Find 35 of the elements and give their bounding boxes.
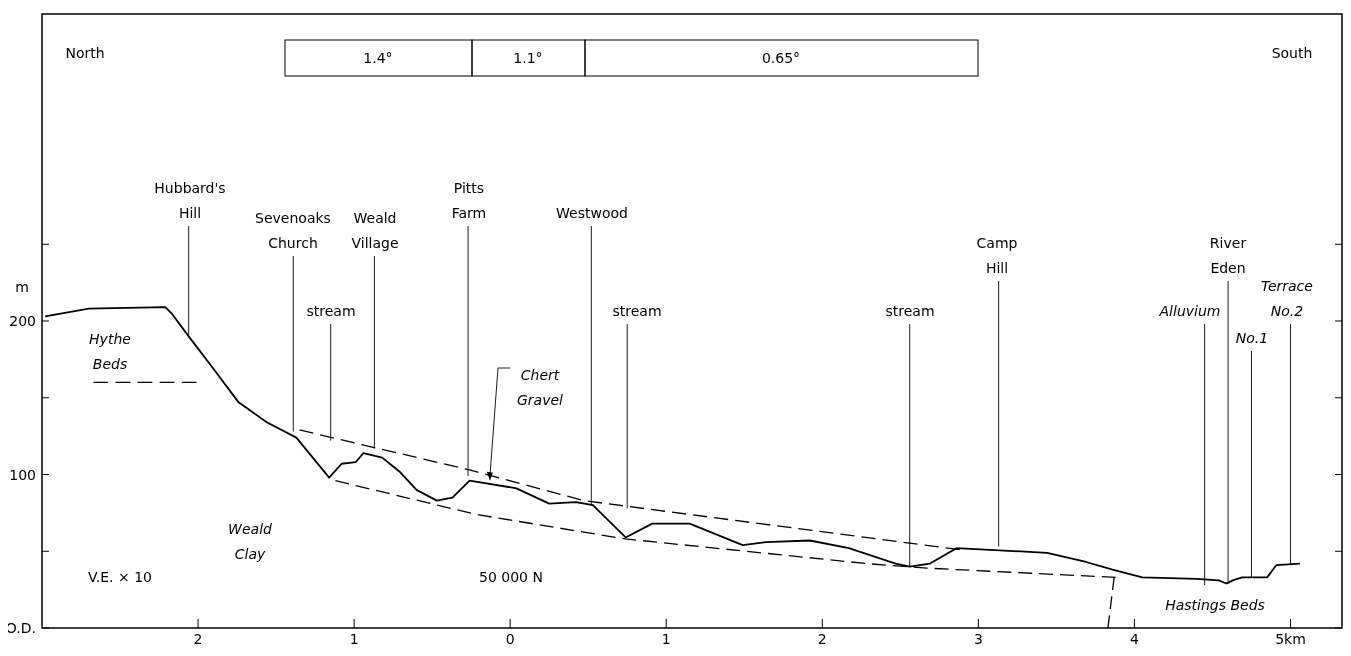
annotation: River Eden <box>1209 235 1247 276</box>
annotation: Camp Hill <box>976 235 1018 276</box>
annotation: No.1 <box>1235 330 1269 346</box>
annotation: stream <box>306 303 356 319</box>
annotation: Weald Village <box>351 210 399 251</box>
y-axis-title: m <box>15 279 29 295</box>
x-tick-label: 0 <box>505 631 515 647</box>
x-tick-label: 5km <box>1275 631 1306 647</box>
x-tick-label: 1 <box>349 631 359 647</box>
annotation: Hythe Beds <box>89 331 131 372</box>
y-tick-label: 200 <box>9 313 36 329</box>
x-tick-label: 4 <box>1129 631 1139 647</box>
x-tick-label: 2 <box>193 631 203 647</box>
annotation: stream <box>885 303 935 319</box>
annotation: V.E. × 10 <box>88 569 152 585</box>
annotation: Terrace No.2 <box>1261 278 1313 319</box>
annotation: Sevenoaks Church <box>255 210 331 251</box>
x-tick-label: 3 <box>973 631 983 647</box>
annotation: 1.4° <box>363 50 393 66</box>
annotation: Westwood <box>556 205 628 221</box>
annotation: Hastings Beds <box>1165 597 1265 613</box>
x-tick-label: 1 <box>661 631 671 647</box>
annotation: Alluvium <box>1158 303 1221 319</box>
x-tick-label: 2 <box>817 631 827 647</box>
y-tick-label: 100 <box>9 466 36 483</box>
annotation: stream <box>612 303 662 319</box>
annotation: Chert Gravel <box>517 367 564 408</box>
annotation: Weald Clay <box>228 521 273 562</box>
annotation: South <box>1271 45 1313 61</box>
annotation: 50 000 N <box>479 569 543 585</box>
annotation: Pitts Farm <box>451 180 487 221</box>
annotation: 1.1° <box>513 50 543 66</box>
annotation: 0.65° <box>761 50 801 66</box>
annotation: Hubbard's Hill <box>154 180 226 221</box>
annotation: North <box>65 45 105 61</box>
